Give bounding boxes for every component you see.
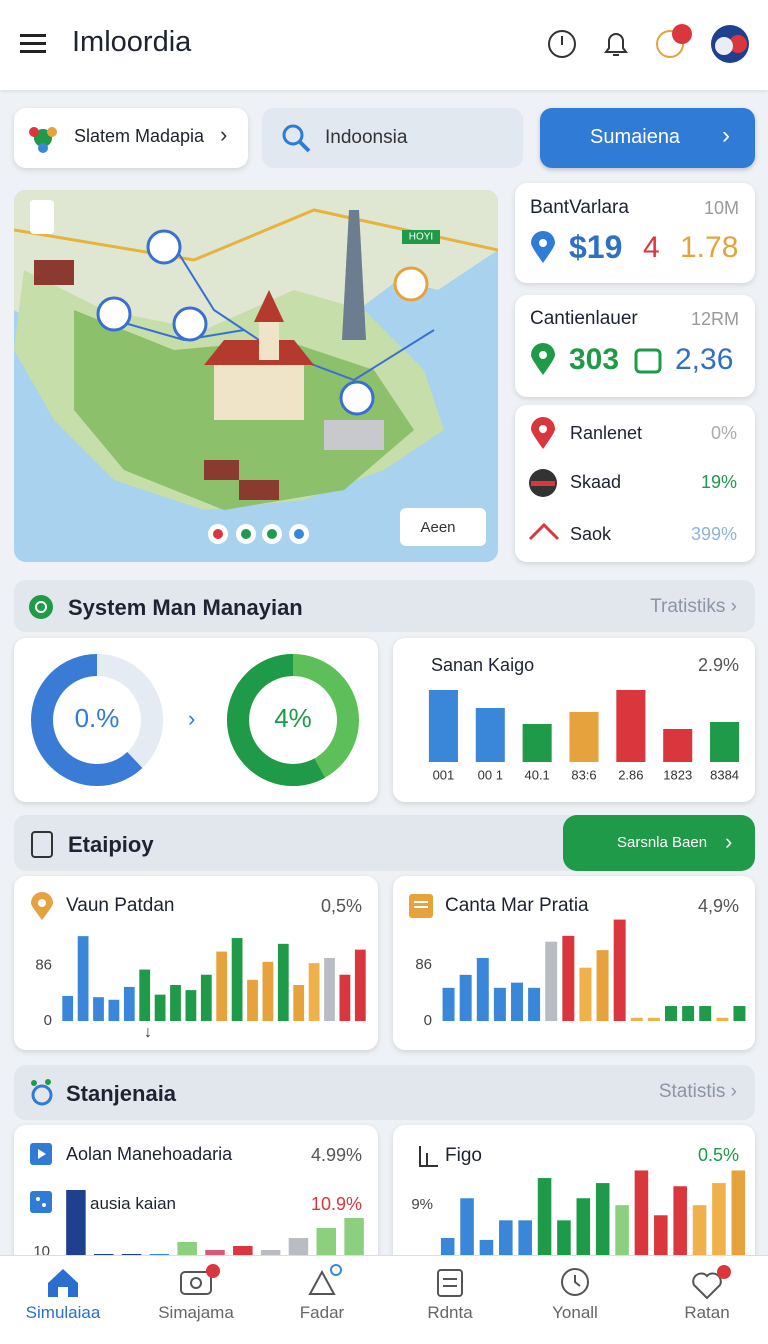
stat-value: 1.78: [680, 231, 739, 264]
stat-value: 303: [569, 343, 620, 376]
play-icon: [30, 1143, 52, 1165]
nav-item[interactable]: Simulaiaa: [25, 1303, 101, 1322]
stat-tag: 10M: [703, 198, 739, 218]
avatar[interactable]: [710, 24, 750, 64]
stat-value: 2,36: [675, 343, 734, 376]
chart-note: 4,9%: [697, 896, 739, 916]
nav-item[interactable]: Simajama: [158, 1303, 234, 1322]
search-box[interactable]: Indoonsia: [262, 108, 523, 168]
chart-title: Sanan Kaigo: [431, 655, 535, 675]
chart-note: 0,5%: [320, 896, 362, 916]
menu-icon[interactable]: [20, 32, 48, 56]
stat-title: BantVarlara: [530, 197, 629, 218]
list-name: Skaad: [570, 472, 622, 492]
stat-card: Cantienlauer 12RM 303 2,36: [515, 295, 755, 397]
pin-icon: [531, 417, 555, 449]
chart-note: 4.99%: [310, 1145, 362, 1165]
chip-icon: [29, 127, 57, 153]
chip-label: Slatem Madapia: [74, 126, 205, 146]
pin-icon: [531, 343, 555, 375]
link-text: Tratistiks: [650, 596, 726, 617]
bottom-nav: Simulaiaa Simajama Fadar Rdnta Yonall Ratan: [0, 1255, 768, 1344]
list-name: Ranlenet: [570, 423, 643, 443]
section-link[interactable]: Tratistiks ›: [650, 596, 737, 617]
stat-value: $19: [569, 229, 623, 265]
section-icon: [31, 831, 53, 858]
chart-subnote: 10.9%: [310, 1194, 362, 1214]
section-link[interactable]: Statistis ›: [658, 1081, 737, 1102]
chart-card: Vaun Patdan 0,5% ↓: [14, 876, 378, 1050]
nav-item[interactable]: Ratan: [684, 1303, 730, 1322]
search-text: Indoonsia: [325, 127, 408, 148]
link-text: Statistis: [658, 1081, 726, 1102]
section-header: System Man Manayian Tratistiks ›: [14, 580, 755, 632]
list-value: 399%: [690, 524, 737, 544]
chart-title: Canta Mar Pratia: [445, 895, 589, 916]
chart-icon: [419, 1146, 438, 1167]
list-icon: [409, 894, 433, 918]
pin-icon: [31, 892, 53, 920]
bar-card: Sanan Kaigo 2.9%: [393, 638, 755, 802]
chart-note: 0.5%: [697, 1145, 739, 1165]
chart-note: 2.9%: [697, 655, 739, 675]
app-title: Imloordia: [72, 26, 192, 58]
stat-value: 4: [643, 231, 660, 264]
chevron: ›: [722, 122, 730, 149]
helmet-icon: [529, 469, 557, 497]
arrow: ↓: [144, 1024, 152, 1041]
chart-card: Canta Mar Pratia 4,9%: [393, 876, 755, 1050]
map-button[interactable]: Aeen: [420, 519, 455, 536]
section-title: Etaipioy: [68, 832, 154, 857]
section-header: Stanjenaia Statistis ›: [14, 1065, 755, 1120]
button-label: Sarsnla Baen: [617, 834, 708, 851]
section-icon: [29, 595, 53, 619]
section-header: Etaipioy Sarsnla Baen ›: [14, 815, 755, 871]
power-icon[interactable]: [546, 28, 578, 60]
chip[interactable]: Slatem Madapia ›: [14, 108, 248, 168]
map[interactable]: HOYI Aeen: [14, 190, 498, 562]
section-icon: [31, 1079, 53, 1106]
nav-item[interactable]: Fadar: [299, 1303, 345, 1322]
chart-title: Aolan Manehoadaria: [66, 1144, 233, 1164]
chart-subtitle: ausia kaian: [90, 1194, 177, 1213]
stat-title: Cantienlauer: [530, 308, 638, 329]
chart-title: Figo: [445, 1145, 482, 1166]
trend-icon: [528, 522, 560, 541]
list-card: Ranlenet 0% Skaad 19% Saok 399%: [515, 405, 755, 562]
map-badge: HOYI: [409, 232, 433, 243]
list-value: 19%: [700, 472, 737, 492]
chevron: ›: [220, 122, 228, 147]
grid-icon: [30, 1191, 52, 1213]
chart-icon: [634, 348, 662, 374]
section-title: System Man Manayian: [68, 595, 303, 620]
section-button[interactable]: Sarsnla Baen ›: [563, 815, 755, 871]
primary-button[interactable]: Sumaiena ›: [540, 108, 755, 168]
stat-tag: 12RM: [690, 309, 739, 329]
nav-item[interactable]: Rdnta: [427, 1303, 473, 1322]
list-value: 0%: [710, 423, 737, 443]
notification-icon[interactable]: [652, 20, 696, 64]
list-name: Saok: [570, 524, 612, 544]
nav-icons: [48, 1264, 731, 1300]
bell-icon[interactable]: [600, 28, 632, 60]
pin-icon: [531, 231, 555, 263]
nav-item[interactable]: Yonall: [552, 1303, 598, 1322]
chart-title: Vaun Patdan: [66, 895, 175, 916]
chevron: ›: [188, 706, 196, 731]
header: Imloordia: [0, 0, 768, 90]
stat-card: BantVarlara 10M $19 4 1.78: [515, 183, 755, 283]
donut-card: ›: [14, 638, 378, 802]
search-icon: [282, 124, 311, 153]
button-label: Sumaiena: [590, 126, 681, 148]
section-title: Stanjenaia: [66, 1081, 177, 1106]
